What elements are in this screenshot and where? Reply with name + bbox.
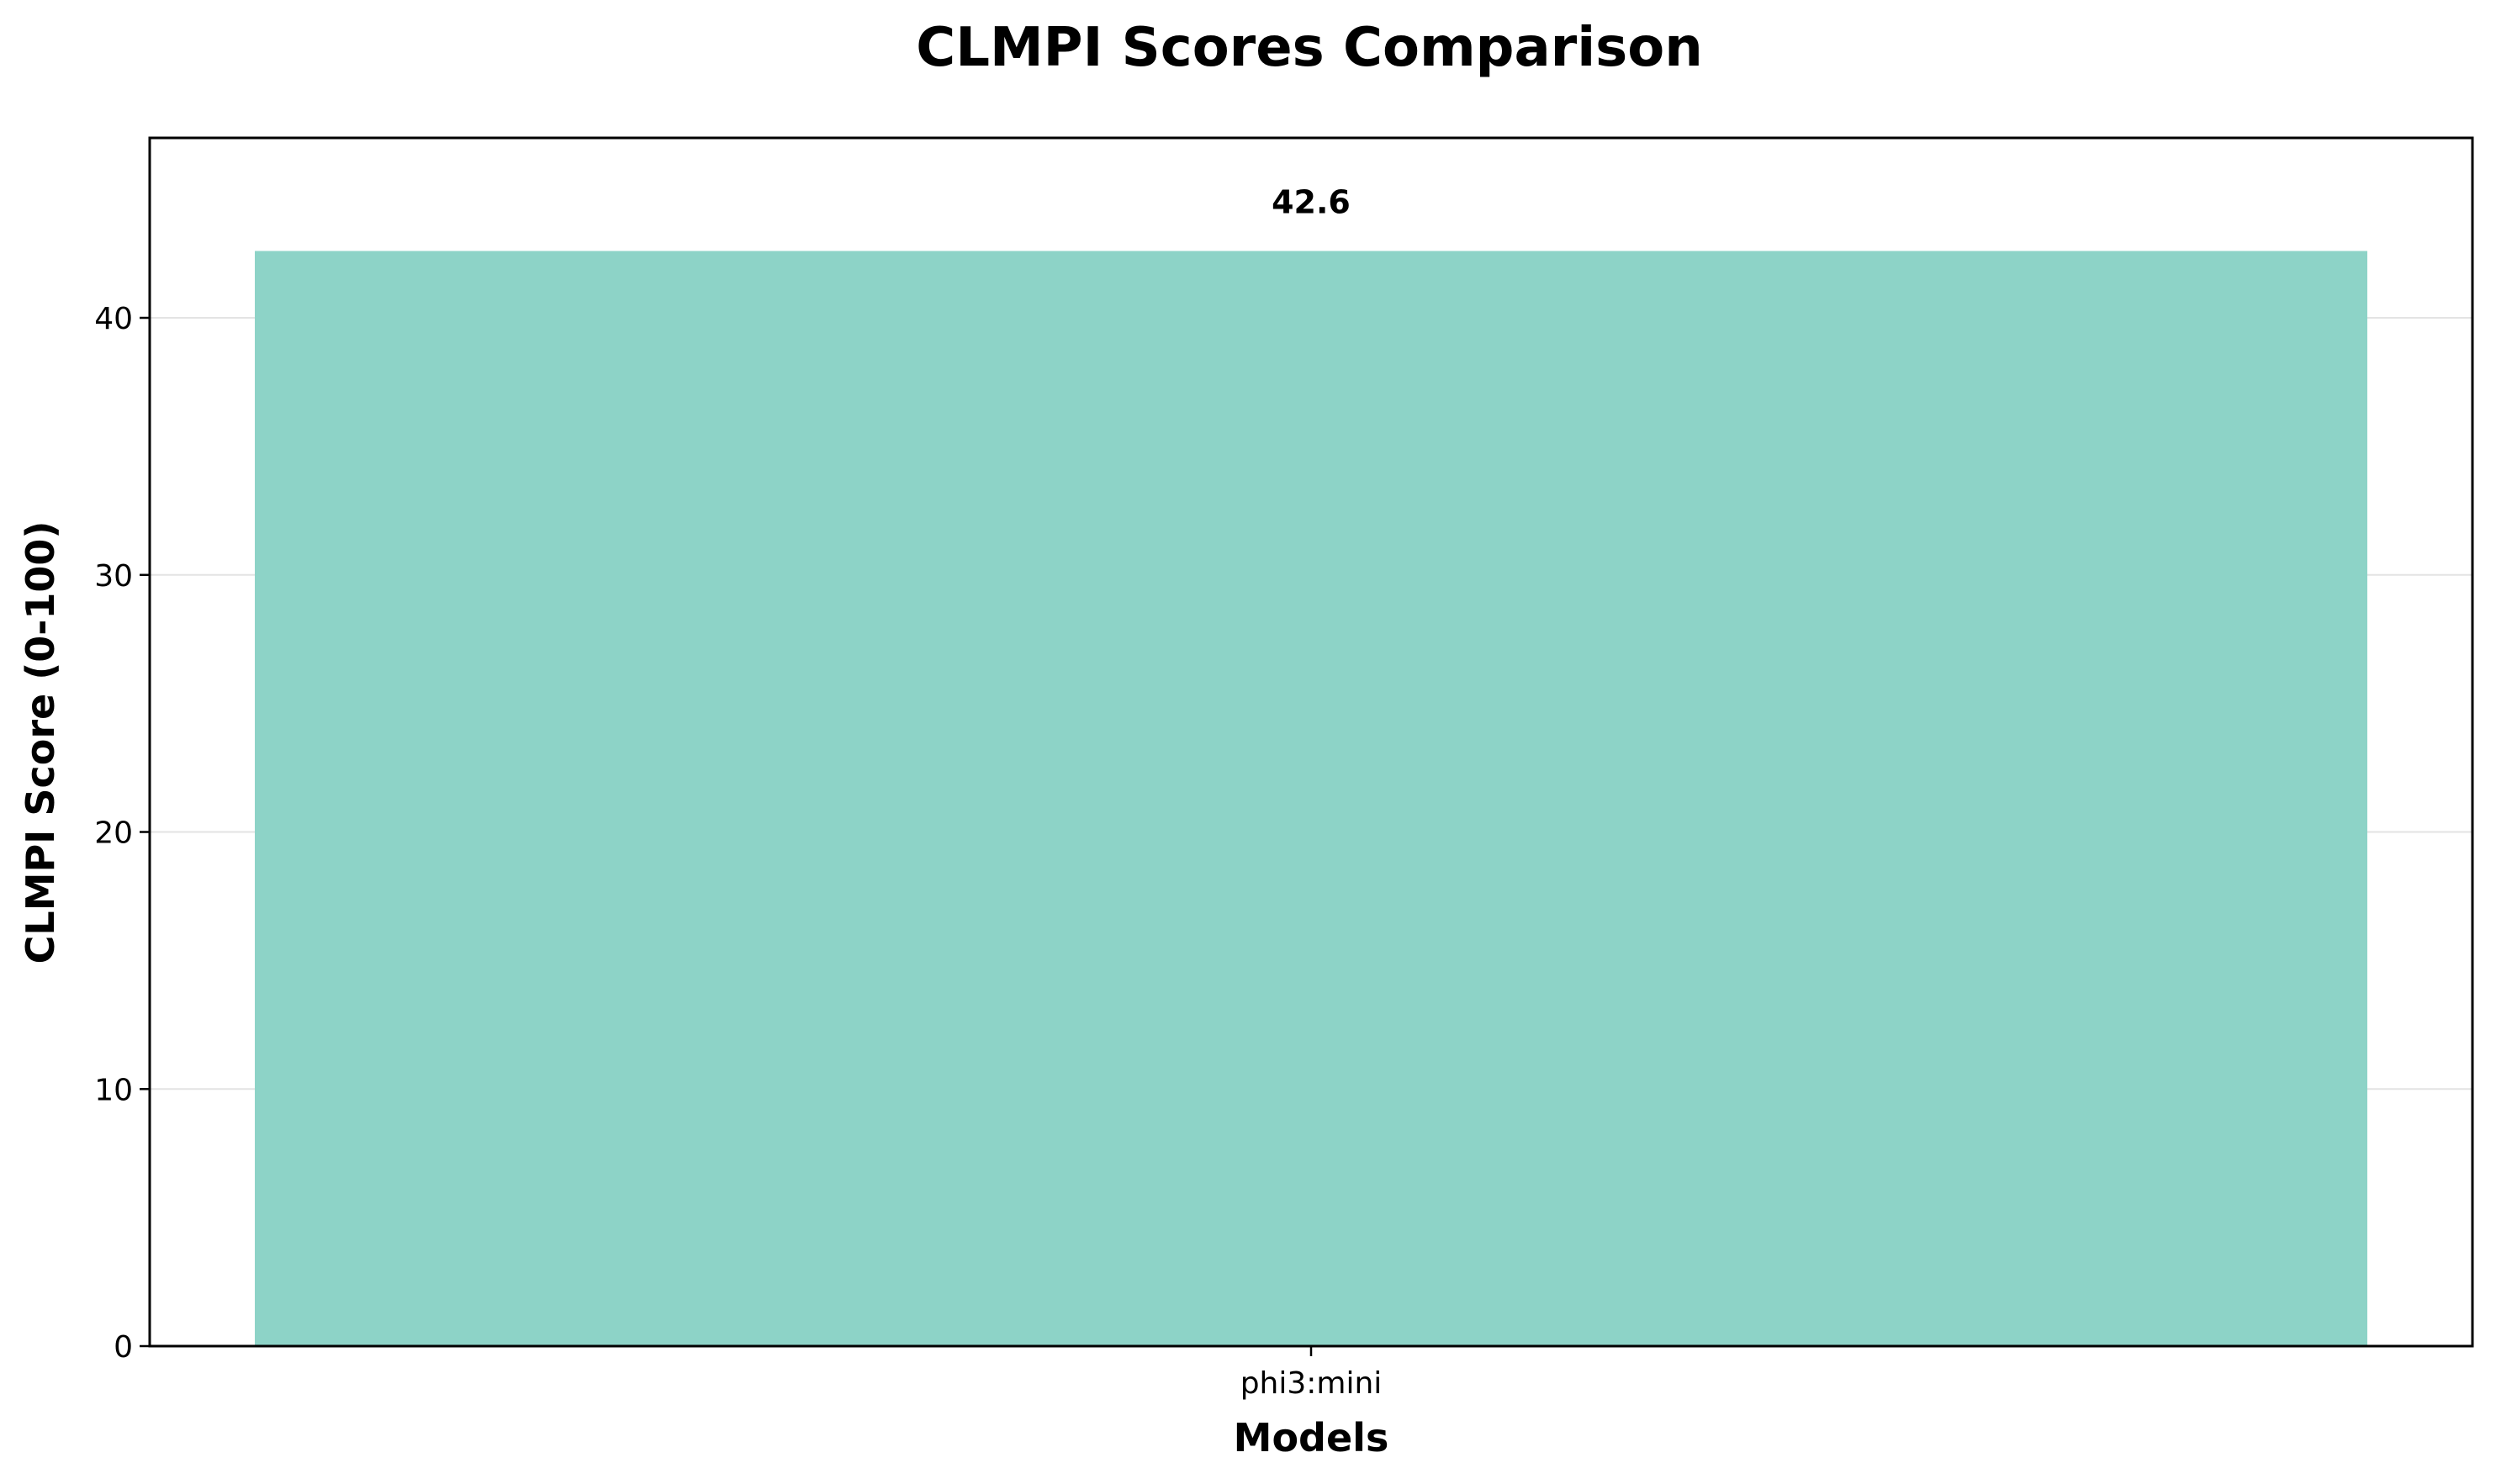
bar-phi3:mini	[255, 251, 2367, 1347]
x-axis-label: Models	[1234, 1415, 1389, 1460]
y-tick-label: 0	[114, 1330, 133, 1365]
x-tick-label: phi3:mini	[1240, 1366, 1383, 1401]
x-axis-ticks: phi3:mini	[1240, 1346, 1383, 1401]
y-axis-ticks: 0 10 20 30 40	[94, 302, 150, 1365]
data-labels: 42.6	[1272, 184, 1351, 221]
y-axis-label: CLMPI Score (0-100)	[18, 521, 63, 964]
bars	[255, 251, 2367, 1347]
y-tick-label: 30	[94, 559, 133, 594]
chart-title: CLMPI Scores Comparison	[916, 17, 1703, 79]
y-tick-label: 40	[94, 302, 133, 336]
bar-value-label: 42.6	[1272, 184, 1351, 221]
y-tick-label: 20	[94, 816, 133, 851]
y-tick-label: 10	[94, 1073, 133, 1107]
